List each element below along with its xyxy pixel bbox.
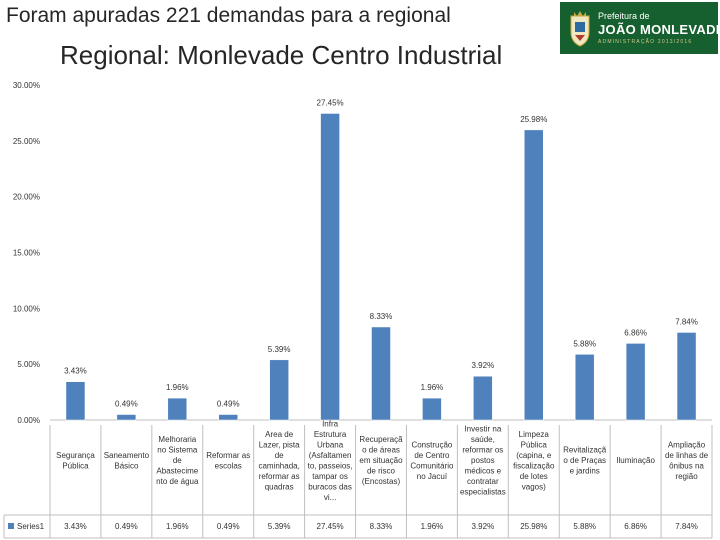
table-value-cell: 1.96%	[166, 522, 189, 531]
data-label: 8.33%	[370, 312, 393, 321]
chart-bar	[218, 414, 238, 421]
chart-bar	[167, 397, 188, 421]
chart-bar	[524, 129, 544, 421]
page-subtitle: Regional: Monlevade Centro Industrial	[60, 40, 503, 70]
chart-bar	[371, 326, 391, 421]
category-label: Area de Lazer, pista de caminhada, reformar …	[258, 430, 300, 492]
table-value-cell: 27.45%	[317, 522, 344, 531]
coat-of-arms-icon	[570, 11, 590, 47]
y-tick-label: 10.00%	[13, 304, 40, 313]
table-value-cell: 3.43%	[64, 522, 87, 531]
chart-bar	[625, 343, 646, 421]
category-label: Melhoraria no Sistema de Abasteci­me nto de …	[156, 435, 199, 486]
data-label: 6.86%	[624, 328, 647, 337]
data-label: 0.49%	[217, 400, 240, 409]
table-value-cell: 25.98%	[520, 522, 547, 531]
table-value-cell: 3.92%	[472, 522, 495, 531]
table-value-cell: 1.96%	[421, 522, 444, 531]
category-label: Segurança Pública	[56, 451, 95, 471]
category-label: Construção de Centro Comunitário no Jacuí	[410, 440, 454, 481]
chart-bar	[422, 397, 442, 421]
legend-swatch	[8, 523, 14, 529]
data-label: 3.43%	[64, 367, 87, 376]
table-value-cell: 5.39%	[268, 522, 291, 531]
prefeitura-logo: Prefeitura de JOÃO MONLEVADE ADMINISTRAÇ…	[560, 2, 720, 54]
data-label: 25.98%	[520, 115, 547, 124]
data-label: 1.96%	[421, 383, 444, 392]
category-label: Infra Estrutura Urbana (Asfaltamen to, passe…	[308, 419, 353, 502]
data-label: 1.96%	[166, 383, 189, 392]
table-value-cell: 7.84%	[675, 522, 698, 531]
table-value-cell: 5.88%	[573, 522, 596, 531]
page-title: Foram apuradas 221 demandas para a regio…	[6, 4, 451, 27]
category-label: Revitalizaçã o de Praças e jardins	[563, 446, 607, 476]
data-label: 3.92%	[472, 361, 495, 370]
y-tick-label: 15.00%	[13, 249, 40, 258]
y-tick-label: 5.00%	[17, 360, 40, 369]
chart-bar	[65, 381, 86, 421]
category-label: Saneamento Básico	[104, 451, 150, 471]
table-value-cell: 0.49%	[115, 522, 138, 531]
logo-line2: JOÃO MONLEVADE	[598, 22, 720, 37]
data-label: 5.39%	[268, 345, 291, 354]
category-label: Recuperaçã o de áreas em situação de risco(…	[359, 435, 403, 486]
category-label: Iluminação	[616, 456, 655, 465]
chart-bar	[320, 113, 340, 421]
chart-bar	[116, 414, 137, 421]
data-label: 7.84%	[675, 317, 698, 326]
y-tick-label: 0.00%	[17, 416, 40, 425]
data-label: 0.49%	[115, 400, 138, 409]
chart-bar	[269, 359, 289, 421]
table-value-cell: 6.86%	[624, 522, 647, 531]
category-label: Investir na saúde, reformar os postos médico…	[460, 425, 506, 497]
category-label: Ampliação de linhas de ônibus na região	[665, 440, 709, 481]
legend-series-name: Series1	[17, 522, 45, 531]
logo-line1: Prefeitura de	[598, 11, 650, 21]
table-value-cell: 8.33%	[370, 522, 393, 531]
y-tick-label: 20.00%	[13, 193, 40, 202]
y-tick-label: 30.00%	[13, 81, 40, 90]
category-label: Reformar as escolas	[206, 451, 250, 471]
data-label: 5.88%	[573, 339, 596, 348]
category-label: Limpeza Pública (capina, e fiscalização de l…	[513, 430, 555, 492]
chart-bar	[574, 354, 595, 421]
chart-bar	[473, 375, 493, 421]
data-label: 27.45%	[317, 98, 344, 107]
logo-line3: ADMINISTRAÇÃO 2013/2016	[598, 39, 693, 45]
table-value-cell: 0.49%	[217, 522, 240, 531]
chart-bar	[676, 332, 697, 421]
y-tick-label: 25.00%	[13, 137, 40, 146]
